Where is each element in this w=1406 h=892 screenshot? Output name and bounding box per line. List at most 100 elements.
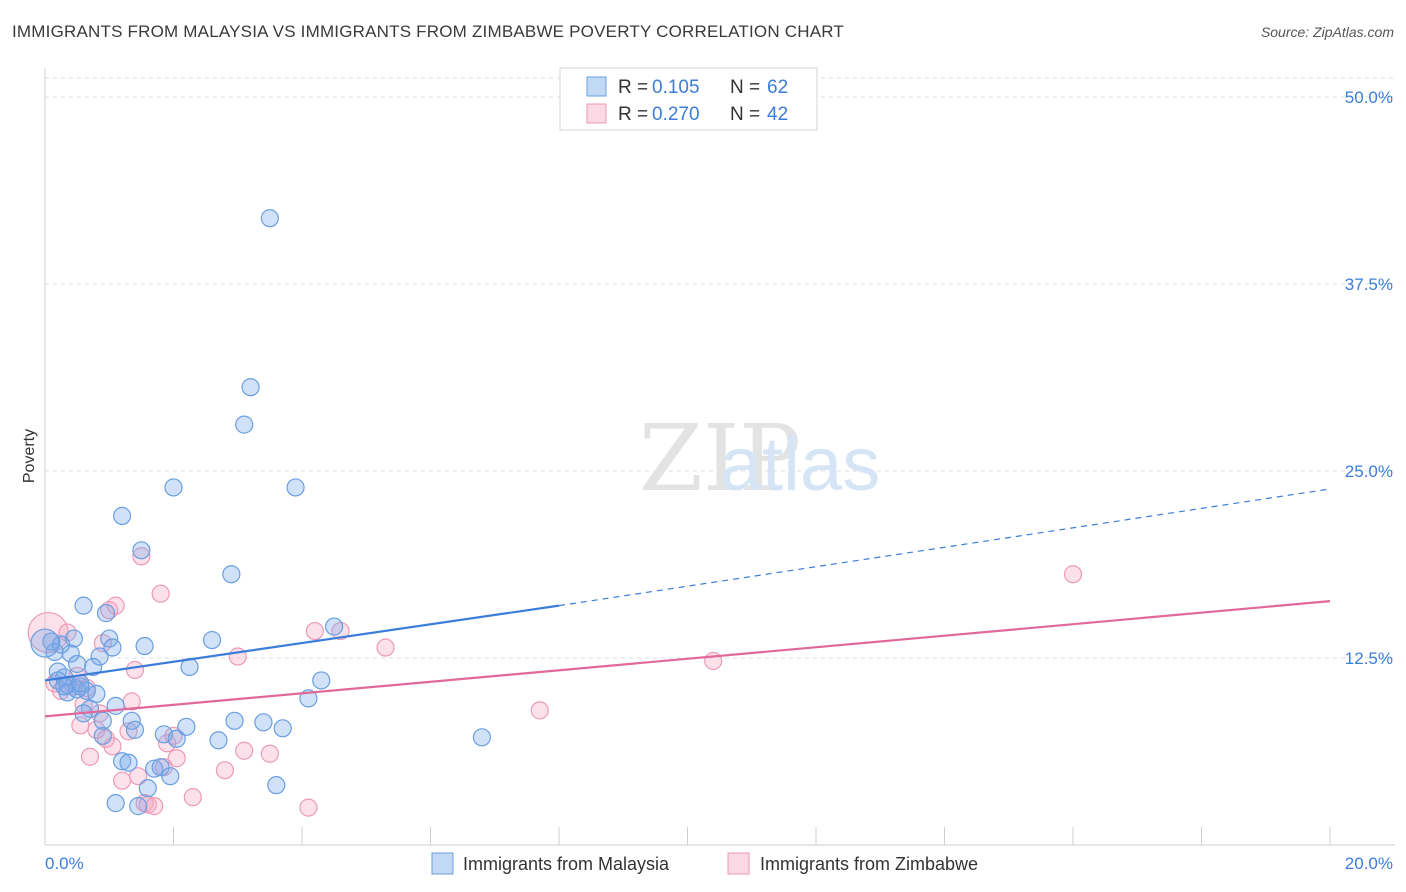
malaysia-point bbox=[325, 617, 344, 636]
grid-lines bbox=[45, 77, 1395, 659]
malaysia-point bbox=[164, 478, 183, 497]
chart-title: IMMIGRANTS FROM MALAYSIA VS IMMIGRANTS F… bbox=[12, 22, 844, 41]
malaysia-point bbox=[106, 794, 125, 813]
malaysia-point bbox=[209, 731, 228, 750]
malaysia-point bbox=[135, 636, 154, 656]
zimbabwe-trend-line bbox=[44, 600, 1331, 718]
bottom-legend: Immigrants from Malaysia Immigrants from… bbox=[431, 852, 978, 875]
malaysia-point bbox=[167, 729, 186, 748]
zimbabwe-point bbox=[119, 722, 138, 741]
malaysia-point bbox=[254, 713, 273, 732]
malaysia-point bbox=[119, 753, 138, 772]
malaysia-point bbox=[202, 630, 222, 650]
malaysia-point bbox=[225, 711, 244, 730]
series-zimbabwe-points bbox=[27, 547, 1083, 817]
source-label: Source: ZipAtlas.com bbox=[1260, 24, 1394, 40]
zimbabwe-point bbox=[1063, 565, 1083, 584]
malaysia-point bbox=[30, 628, 60, 658]
bottom-legend-label-zimbabwe: Immigrants from Zimbabwe bbox=[760, 854, 978, 874]
legend-r-value-zimbabwe: 0.270 bbox=[652, 104, 700, 125]
x-tick-label: 0.0% bbox=[45, 854, 84, 873]
zimbabwe-point bbox=[125, 660, 145, 680]
legend-n-value-zimbabwe: 42 bbox=[767, 104, 788, 125]
malaysia-point bbox=[267, 776, 286, 795]
y-tick-label: 12.5% bbox=[1345, 649, 1393, 668]
malaysia-point bbox=[74, 596, 93, 615]
legend-swatch-zimbabwe bbox=[586, 103, 607, 124]
legend-r-label-zimbabwe: R = bbox=[618, 104, 648, 125]
malaysia-point bbox=[312, 671, 331, 690]
malaysia-point bbox=[472, 728, 491, 747]
zimbabwe-point bbox=[132, 547, 151, 566]
zimbabwe-point bbox=[145, 797, 164, 816]
malaysia-point bbox=[138, 779, 157, 798]
legend-box: R = 0.105 N = 62 R = 0.270 N = 42 bbox=[559, 67, 818, 131]
zimbabwe-point bbox=[530, 701, 549, 720]
bottom-legend-swatch-malaysia bbox=[431, 852, 454, 875]
y-tick-label: 50.0% bbox=[1345, 88, 1393, 107]
y-tick-label: 25.0% bbox=[1345, 462, 1393, 481]
malaysia-point bbox=[90, 647, 109, 666]
malaysia-point bbox=[286, 478, 305, 497]
legend-n-label-zimbabwe: N = bbox=[730, 104, 760, 125]
malaysia-point bbox=[129, 797, 148, 816]
zimbabwe-point bbox=[112, 771, 132, 790]
zimbabwe-point bbox=[129, 767, 148, 786]
zimbabwe-point bbox=[106, 596, 125, 615]
zimbabwe-point bbox=[183, 788, 202, 807]
watermark-atlas: atlas bbox=[720, 422, 881, 507]
malaysia-point bbox=[93, 711, 112, 730]
malaysia-point bbox=[112, 506, 132, 525]
legend-n-label-malaysia: N = bbox=[730, 77, 760, 98]
zimbabwe-point bbox=[164, 726, 183, 745]
zimbabwe-point bbox=[305, 621, 324, 641]
zimbabwe-point bbox=[167, 749, 186, 768]
malaysia-point bbox=[145, 759, 164, 778]
malaysia-point bbox=[161, 767, 180, 786]
malaysia-point bbox=[260, 209, 279, 228]
legend-n-value-malaysia: 62 bbox=[767, 77, 788, 98]
zimbabwe-point bbox=[376, 638, 395, 657]
malaysia-point bbox=[103, 638, 122, 657]
y-tick-label: 37.5% bbox=[1345, 275, 1393, 294]
watermark-zip: ZIP bbox=[639, 405, 801, 512]
zimbabwe-point bbox=[96, 729, 116, 748]
malaysia-point bbox=[51, 635, 71, 654]
malaysia-point bbox=[93, 726, 112, 745]
malaysia-point bbox=[222, 565, 241, 584]
zimbabwe-point bbox=[299, 798, 318, 817]
tick-labels: 12.5% 25.0% 37.5% 50.0% 0.0% 20.0% bbox=[45, 88, 1393, 873]
bottom-legend-swatch-zimbabwe bbox=[727, 852, 750, 875]
malaysia-point bbox=[125, 720, 145, 739]
malaysia-point bbox=[84, 657, 103, 677]
zimbabwe-point bbox=[151, 584, 170, 603]
legend-r-value-malaysia: 0.105 bbox=[652, 77, 700, 98]
malaysia-point bbox=[106, 696, 125, 715]
malaysia-point bbox=[87, 684, 106, 704]
malaysia-trend-extension bbox=[558, 488, 1331, 607]
legend-r-label-malaysia: R = bbox=[618, 77, 648, 98]
bottom-legend-label-malaysia: Immigrants from Malaysia bbox=[463, 854, 670, 874]
malaysia-trend-line bbox=[44, 604, 560, 682]
zimbabwe-point bbox=[260, 744, 279, 763]
trend-lines bbox=[44, 488, 1331, 718]
malaysia-point bbox=[68, 654, 87, 674]
zimbabwe-point bbox=[235, 741, 254, 760]
malaysia-point bbox=[55, 677, 74, 696]
malaysia-point bbox=[241, 378, 260, 397]
malaysia-point bbox=[177, 717, 196, 736]
x-tick-label: 20.0% bbox=[1345, 854, 1393, 873]
malaysia-point bbox=[235, 415, 254, 434]
malaysia-point bbox=[273, 719, 292, 738]
zimbabwe-point bbox=[80, 747, 100, 766]
zimbabwe-point bbox=[215, 761, 234, 780]
series-malaysia-points bbox=[30, 209, 491, 816]
malaysia-point bbox=[71, 674, 90, 693]
malaysia-point bbox=[96, 604, 116, 623]
axes bbox=[44, 68, 1395, 846]
malaysia-point bbox=[132, 541, 151, 560]
y-axis-label: Poverty bbox=[21, 429, 38, 483]
legend-swatch-malaysia bbox=[586, 76, 607, 97]
malaysia-point bbox=[112, 752, 132, 771]
